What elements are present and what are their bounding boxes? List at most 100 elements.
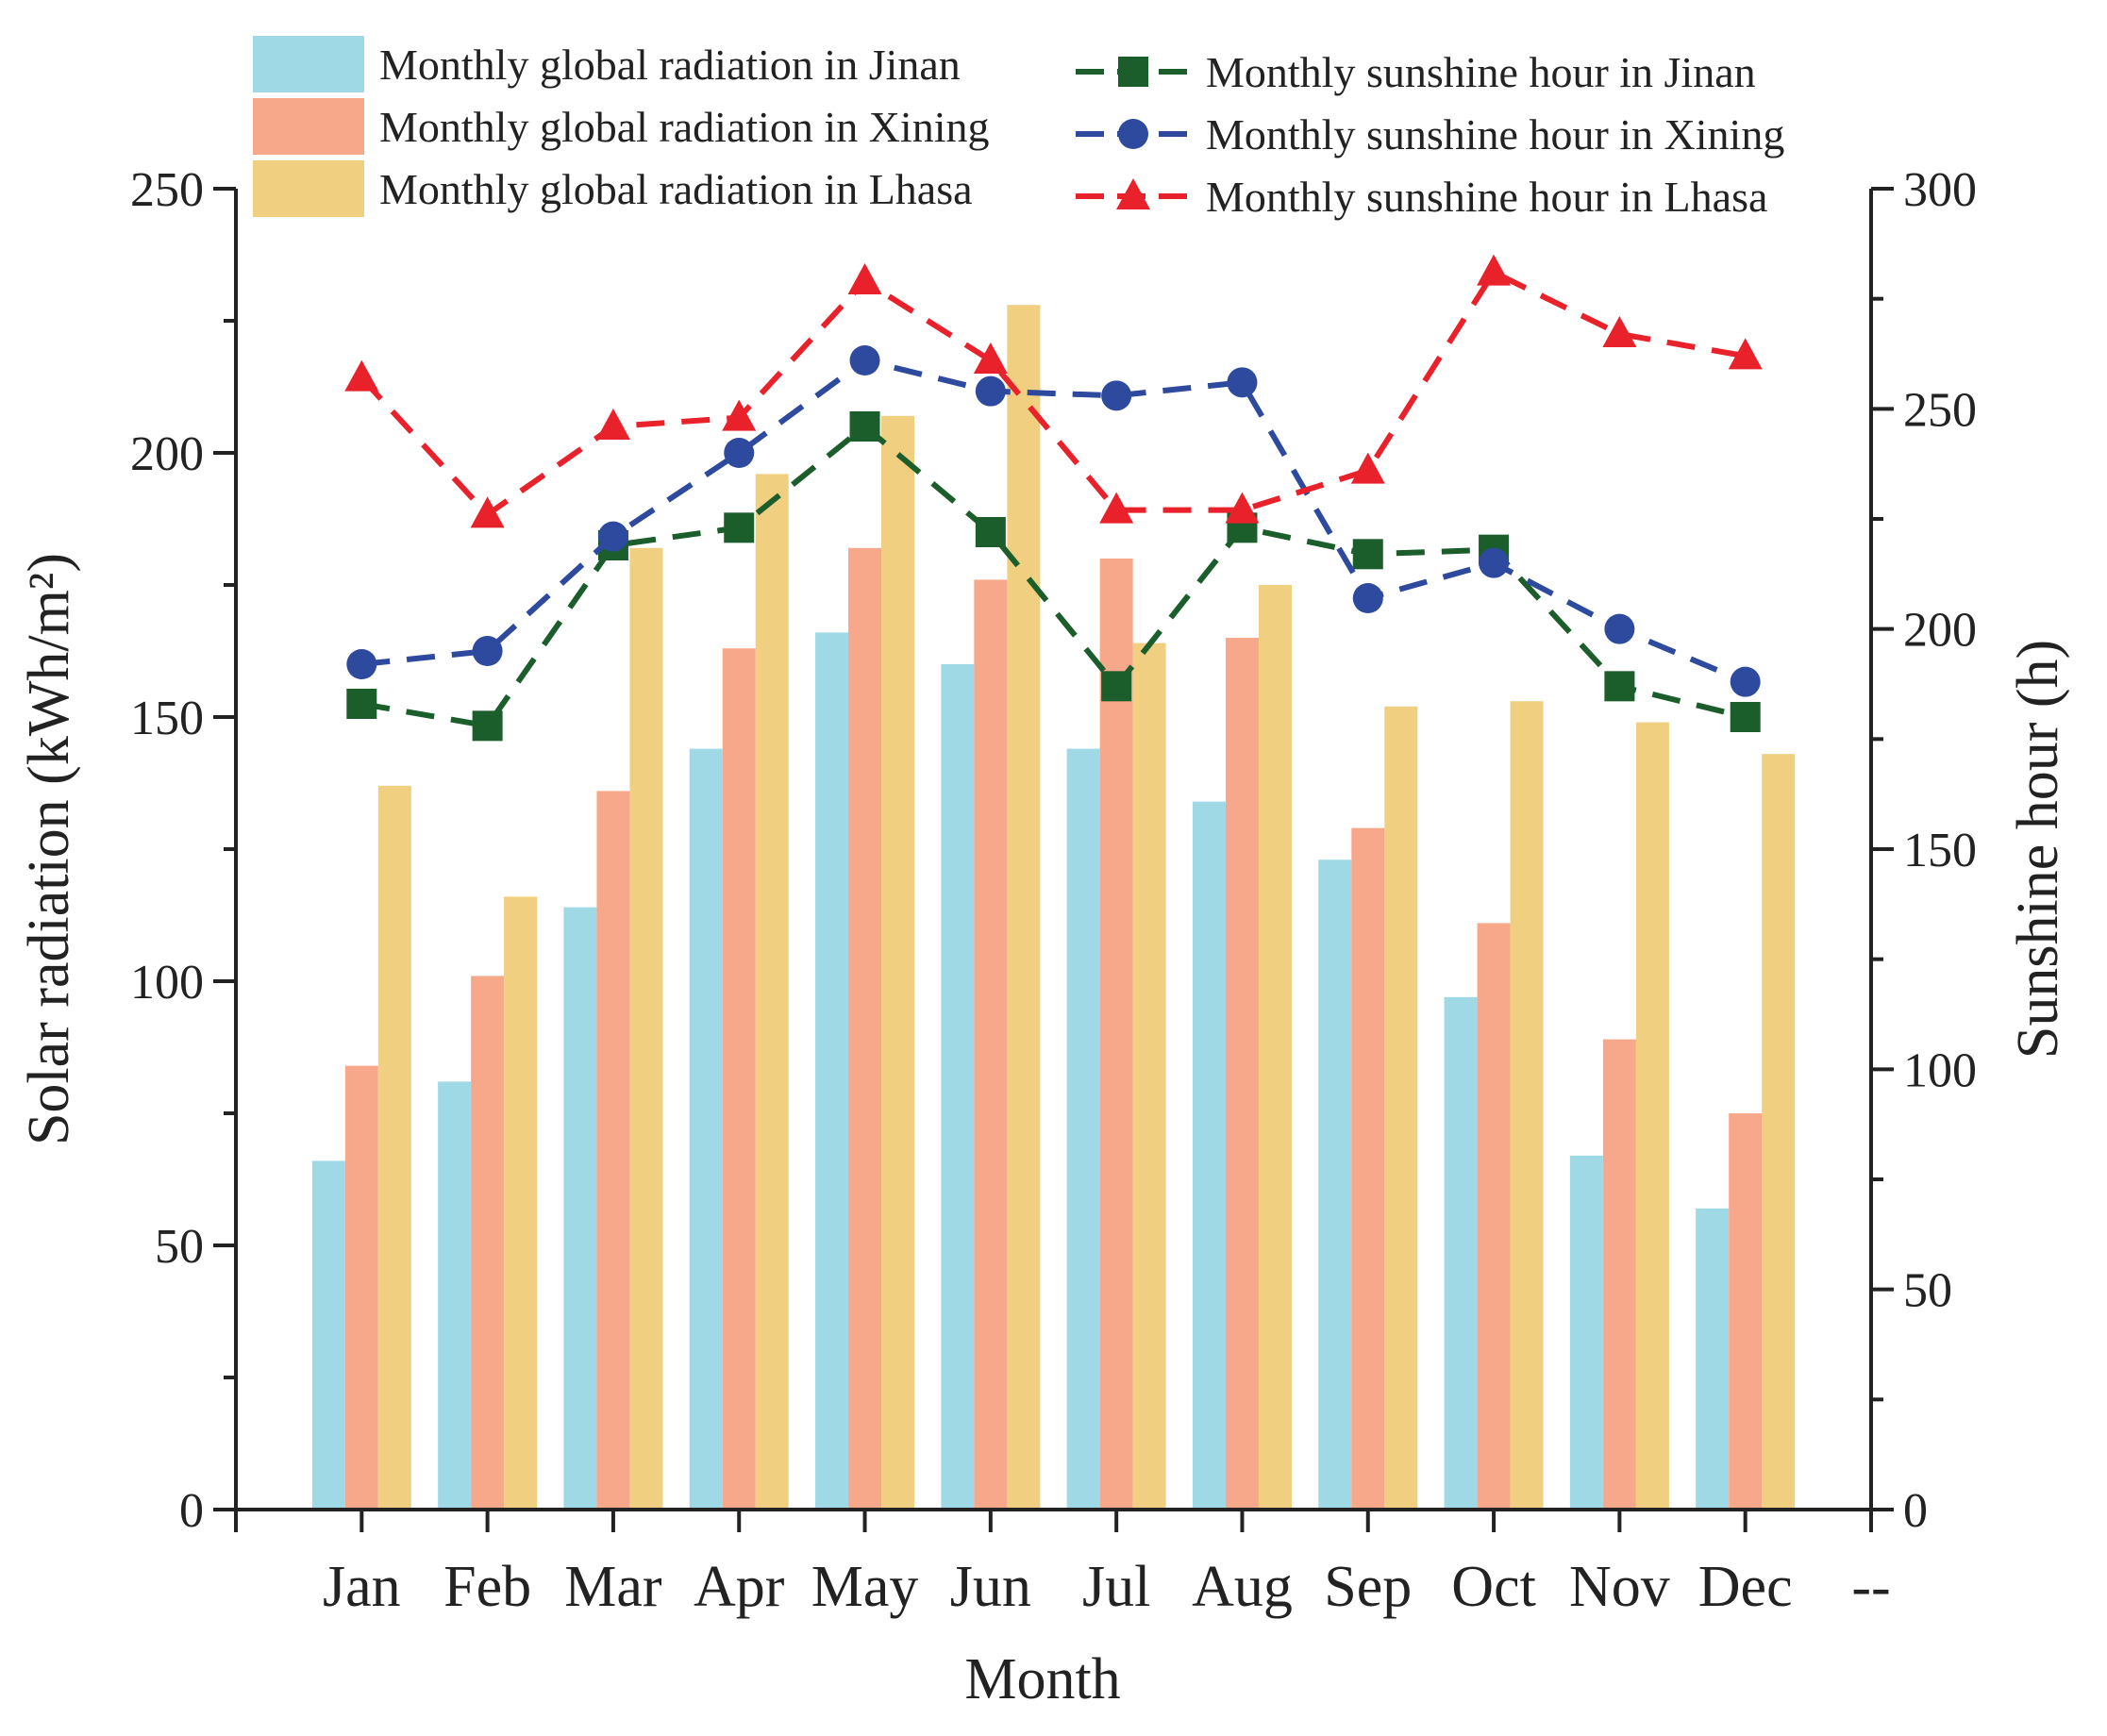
point-sunshine-lhasa-dec [1728, 338, 1763, 370]
x-tick-label-sep: Sep [1324, 1555, 1412, 1619]
bar-xining-jan [344, 1065, 378, 1510]
legend: Monthly global radiation in Jinan Monthly… [253, 36, 1784, 221]
bar-xining-oct [1477, 923, 1511, 1510]
right-tick-label: 200 [1903, 604, 1977, 658]
bar-lhasa-apr [755, 474, 789, 1510]
bar-jinan-dec [1696, 1208, 1730, 1510]
point-sunshine-lhasa-jan [344, 359, 379, 392]
left-tick-label: 200 [130, 427, 204, 481]
line-sunshine-xining [360, 357, 1747, 685]
tick-marks: 0 50 100 150 200 250 0 50 100 150 200 250 300 Jan Feb M… [130, 163, 1977, 1619]
legend-label-sunshine-xining: Monthly sunshine hour in Xining [1206, 110, 1784, 159]
bar-xining-sep [1351, 827, 1385, 1510]
point-sunshine-jinan-apr [724, 512, 755, 543]
point-sunshine-xining-jun [975, 376, 1006, 407]
point-sunshine-xining-jul [1101, 380, 1132, 411]
bar-xining-jul [1099, 559, 1133, 1510]
bar-lhasa-jul [1132, 643, 1166, 1510]
right-tick-label: 100 [1903, 1043, 1977, 1097]
left-tick-label: 250 [130, 163, 204, 217]
x-tick-label-nov: Nov [1569, 1555, 1670, 1619]
point-sunshine-xining-mar [597, 521, 628, 552]
legend-label-radiation-xining: Monthly global radiation in Xining [379, 103, 990, 151]
point-sunshine-lhasa-jun [973, 342, 1008, 374]
left-tick-label: 100 [130, 956, 204, 1010]
bar-jinan-sep [1318, 860, 1352, 1510]
x-tick-label-jan: Jan [323, 1555, 401, 1619]
bar-xining-apr [722, 648, 756, 1510]
point-sunshine-jinan-feb [472, 710, 503, 742]
bar-marks [311, 305, 1796, 1511]
point-sunshine-lhasa-nov [1602, 316, 1637, 347]
bar-jinan-may [815, 632, 849, 1510]
line-sunshine-lhasa [360, 268, 1747, 519]
bar-lhasa-mar [629, 547, 663, 1510]
bar-lhasa-jan [377, 785, 411, 1510]
bar-xining-dec [1729, 1113, 1763, 1510]
x-tick-label-jul: Jul [1082, 1555, 1150, 1619]
bar-jinan-jul [1066, 748, 1100, 1510]
bar-xining-feb [471, 976, 505, 1510]
bar-xining-aug [1225, 638, 1259, 1510]
point-sunshine-xining-oct [1479, 547, 1510, 578]
point-sunshine-jinan-jan [346, 689, 377, 719]
x-axis-title: Month [964, 1647, 1120, 1711]
point-sunshine-lhasa-may [847, 263, 882, 294]
bar-xining-mar [596, 791, 630, 1510]
x-tick-label-jun: Jun [950, 1555, 1031, 1619]
point-sunshine-jinan-jun [975, 517, 1006, 547]
x-tick-label-extra: -- [1851, 1555, 1890, 1619]
x-tick-label-oct: Oct [1451, 1555, 1536, 1619]
point-sunshine-xining-feb [472, 636, 503, 666]
legend-swatch-radiation-jinan [253, 36, 364, 92]
left-tick-label: 50 [155, 1220, 204, 1274]
x-tick-label-aug: Aug [1192, 1555, 1293, 1619]
legend-marker-sunshine-xining [1118, 119, 1148, 149]
point-sunshine-lhasa-apr [722, 399, 757, 431]
point-sunshine-jinan-sep [1352, 539, 1383, 570]
x-tick-label-may: May [811, 1555, 919, 1619]
point-sunshine-xining-nov [1604, 613, 1635, 644]
legend-label-sunshine-lhasa: Monthly sunshine hour in Lhasa [1206, 173, 1767, 221]
bar-xining-may [848, 547, 882, 1510]
legend-marker-sunshine-lhasa [1116, 178, 1150, 209]
point-sunshine-lhasa-aug [1225, 492, 1260, 524]
legend-label-sunshine-jinan: Monthly sunshine hour in Jinan [1206, 48, 1756, 96]
left-tick-label: 0 [179, 1484, 204, 1538]
right-tick-label: 250 [1903, 383, 1977, 437]
right-tick-label: 150 [1903, 824, 1977, 877]
x-tick-label-feb: Feb [443, 1555, 531, 1619]
left-tick-label: 150 [130, 692, 204, 745]
point-sunshine-xining-may [849, 345, 880, 376]
legend-label-radiation-jinan: Monthly global radiation in Jinan [379, 41, 961, 89]
bar-xining-nov [1602, 1039, 1636, 1510]
point-sunshine-xining-apr [724, 438, 755, 468]
bar-jinan-jun [941, 664, 975, 1510]
bar-lhasa-aug [1258, 585, 1292, 1510]
point-sunshine-jinan-dec [1730, 702, 1761, 732]
legend-swatch-radiation-xining [253, 98, 364, 155]
bar-xining-jun [974, 579, 1008, 1510]
left-axis-title: Solar radiation (kWh/m²) [17, 553, 81, 1145]
x-tick-label-apr: Apr [694, 1555, 785, 1619]
point-sunshine-lhasa-feb [470, 496, 505, 528]
bar-lhasa-oct [1510, 701, 1544, 1510]
point-sunshine-lhasa-oct [1477, 254, 1512, 286]
bar-lhasa-nov [1635, 722, 1669, 1510]
right-tick-label: 50 [1903, 1264, 1952, 1318]
line-marks [344, 254, 1763, 742]
bar-lhasa-may [881, 415, 915, 1510]
legend-marker-sunshine-jinan [1118, 57, 1148, 87]
point-sunshine-xining-aug [1227, 367, 1258, 398]
bar-jinan-feb [438, 1081, 472, 1510]
bar-lhasa-sep [1384, 706, 1418, 1510]
point-sunshine-lhasa-sep [1350, 452, 1385, 484]
point-sunshine-xining-dec [1730, 666, 1761, 697]
bar-lhasa-dec [1762, 754, 1796, 1510]
point-sunshine-lhasa-jul [1099, 492, 1134, 524]
point-sunshine-jinan-jul [1101, 671, 1132, 702]
bar-jinan-jan [311, 1160, 345, 1510]
right-axis-title: Sunshine hour (h) [2006, 640, 2070, 1059]
legend-label-radiation-lhasa: Monthly global radiation in Lhasa [379, 165, 973, 213]
